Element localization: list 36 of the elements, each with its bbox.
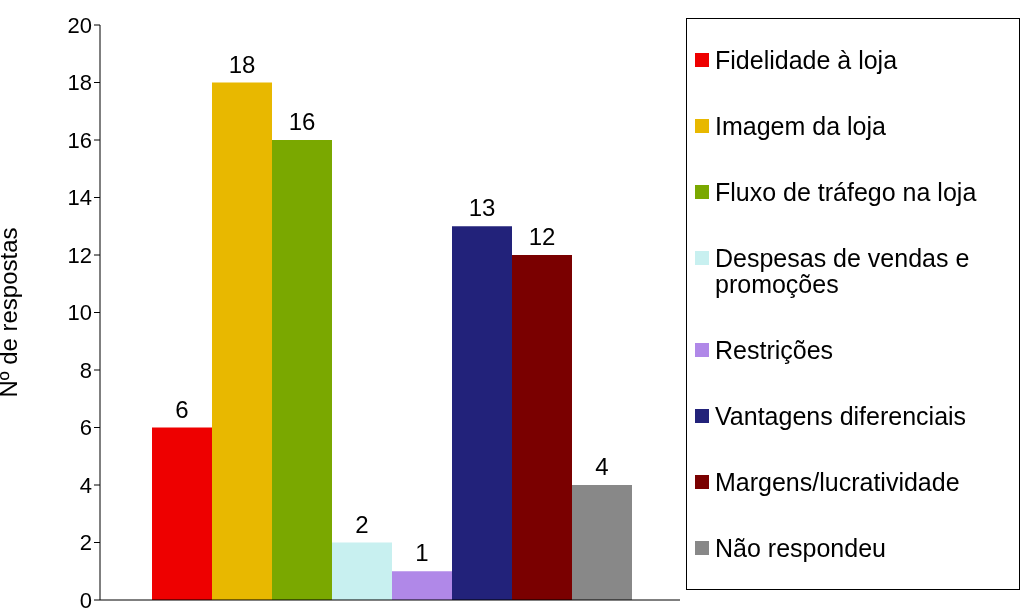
y-tick-label: 14 xyxy=(67,185,92,211)
legend-label: Margens/lucratividade xyxy=(715,468,960,496)
legend-label: Restrições xyxy=(715,336,834,364)
bar xyxy=(272,140,332,600)
y-tick-label: 6 xyxy=(79,415,92,441)
legend-label: Não respondeu xyxy=(715,534,886,562)
bar xyxy=(392,571,452,600)
data-label: 18 xyxy=(228,50,256,78)
y-tick-label: 10 xyxy=(67,300,92,326)
legend-label: Vantagens diferenciais xyxy=(715,402,967,430)
legend-label: Imagem da loja xyxy=(715,112,886,140)
y-axis-title: Nº de respostas xyxy=(0,227,22,398)
data-label: 16 xyxy=(288,108,316,135)
y-tick-label: 4 xyxy=(79,472,92,498)
bar xyxy=(152,427,212,600)
legend-label: Fidelidade à loja xyxy=(715,46,898,74)
data-label: 6 xyxy=(175,395,189,423)
legend-label: Despesas de vendas e promoções xyxy=(715,244,971,298)
legend-label: Fluxo de tráfego na loja xyxy=(715,178,977,206)
y-tick-label: 12 xyxy=(67,242,92,268)
data-label: 2 xyxy=(355,510,369,538)
bar xyxy=(452,226,512,600)
data-label: 13 xyxy=(468,194,496,222)
y-tick-label: 18 xyxy=(67,70,92,96)
data-label: 12 xyxy=(528,223,556,250)
y-tick-label: 8 xyxy=(79,357,92,383)
bar xyxy=(212,82,272,600)
data-label: 4 xyxy=(595,453,609,480)
y-tick-label: 0 xyxy=(79,587,92,608)
y-tick-label: 2 xyxy=(79,530,92,556)
bar xyxy=(572,485,632,600)
bar xyxy=(512,255,572,600)
data-label: 1 xyxy=(415,539,429,567)
bar xyxy=(332,542,392,600)
y-tick-label: 20 xyxy=(67,12,92,38)
y-tick-label: 16 xyxy=(67,127,92,153)
